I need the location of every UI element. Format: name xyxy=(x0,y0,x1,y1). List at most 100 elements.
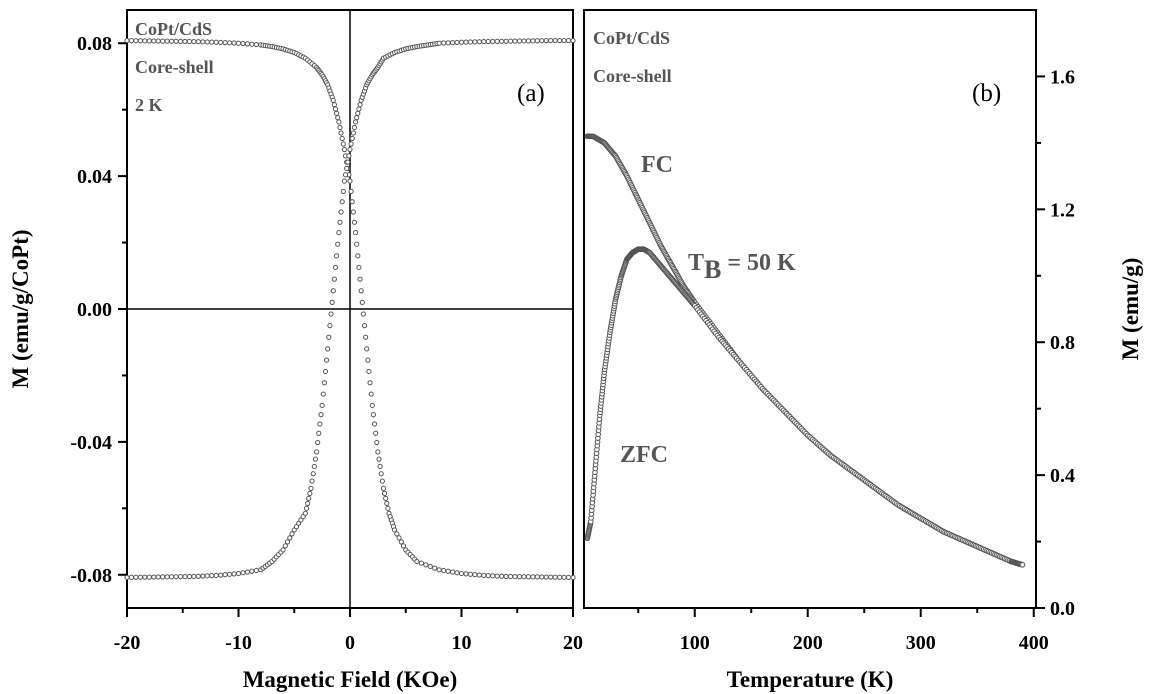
data-point xyxy=(235,570,242,577)
data-point xyxy=(339,135,345,142)
fc-series xyxy=(584,133,1026,568)
panel-a-inset-line-3: 2 K xyxy=(135,95,163,115)
hysteresis-branch-1 xyxy=(124,37,576,581)
data-point xyxy=(454,39,460,46)
data-point xyxy=(160,38,166,44)
data-point xyxy=(516,38,523,44)
zfc-curve-label: ZFC xyxy=(620,442,668,468)
data-point xyxy=(467,39,474,45)
data-point xyxy=(507,573,514,580)
data-point xyxy=(306,495,312,501)
data-point xyxy=(503,38,509,44)
panel-b-inset-line-2: Core-shell xyxy=(593,66,672,86)
panel-b-series xyxy=(584,133,1026,568)
data-point xyxy=(338,130,344,136)
data-point xyxy=(318,412,324,418)
data-point xyxy=(312,456,319,462)
data-point xyxy=(231,40,237,46)
data-point xyxy=(373,430,379,436)
data-point xyxy=(512,38,518,44)
data-point xyxy=(557,37,563,44)
data-point xyxy=(322,368,329,375)
data-point xyxy=(186,573,193,580)
data-point xyxy=(340,188,346,194)
data-point xyxy=(191,573,197,580)
data-point xyxy=(507,38,514,44)
data-point xyxy=(374,439,380,446)
data-point xyxy=(160,574,166,580)
data-point xyxy=(530,38,536,44)
data-point xyxy=(142,38,148,44)
panel-b-tag: (b) xyxy=(972,80,1001,107)
data-point xyxy=(287,535,293,541)
data-point xyxy=(525,38,532,44)
panel-a: -20 -10 0 10 20 -0.08 -0.04 0.00 0.04 0.08 CoPt/… xyxy=(8,9,583,692)
data-point xyxy=(137,38,143,44)
data-point xyxy=(381,490,388,496)
data-point xyxy=(565,37,572,44)
data-point xyxy=(222,572,228,578)
data-point xyxy=(365,357,371,363)
panel-a-x-axis-title: Magnetic Field (KOe) xyxy=(243,667,458,692)
data-point xyxy=(557,574,563,580)
data-point xyxy=(336,229,342,236)
data-point xyxy=(204,573,210,579)
data-point xyxy=(331,102,337,108)
data-point xyxy=(182,38,188,45)
data-point xyxy=(249,568,255,574)
panel-a-reference-lines xyxy=(127,10,573,608)
data-point xyxy=(235,40,242,46)
data-point xyxy=(359,299,365,305)
data-point xyxy=(338,209,344,215)
data-point xyxy=(164,38,170,44)
data-point xyxy=(449,569,456,575)
data-point xyxy=(348,141,354,147)
data-point xyxy=(128,38,135,44)
data-point xyxy=(186,38,193,45)
data-point xyxy=(530,574,536,580)
data-point xyxy=(436,40,442,46)
data-point xyxy=(356,106,362,112)
panel-b-inset-line-1: CoPt/CdS xyxy=(593,28,670,48)
data-point xyxy=(155,38,161,44)
data-point xyxy=(490,573,496,579)
panel-a-series xyxy=(124,37,576,581)
data-point xyxy=(177,574,184,580)
data-point xyxy=(226,40,233,46)
data-point xyxy=(330,288,336,294)
hysteresis-branch-2 xyxy=(124,37,576,581)
x-tick-label: 300 xyxy=(906,632,936,654)
data-point xyxy=(332,264,339,271)
data-point xyxy=(351,219,358,225)
data-point xyxy=(379,478,385,484)
data-point xyxy=(240,570,246,576)
data-point xyxy=(367,380,373,386)
data-point xyxy=(570,574,576,581)
data-point xyxy=(305,500,311,506)
data-point xyxy=(380,485,387,491)
data-point xyxy=(240,40,246,47)
data-point xyxy=(534,574,540,580)
data-point xyxy=(321,380,327,386)
data-point xyxy=(561,574,567,580)
data-point xyxy=(146,38,152,44)
data-point xyxy=(155,574,161,580)
data-point xyxy=(378,471,384,477)
data-point xyxy=(253,567,259,574)
data-point xyxy=(499,573,505,579)
data-point xyxy=(364,346,370,352)
data-point xyxy=(561,37,567,44)
data-point xyxy=(142,574,148,580)
x-tick-label: 10 xyxy=(452,632,472,654)
data-point xyxy=(177,38,184,44)
data-point xyxy=(335,241,341,247)
data-point xyxy=(342,172,349,178)
data-point xyxy=(377,463,383,470)
data-point xyxy=(169,38,175,44)
x-tick-label: -10 xyxy=(225,632,252,654)
data-point xyxy=(357,276,363,282)
data-point xyxy=(349,199,355,205)
data-point xyxy=(341,146,348,153)
data-point xyxy=(463,39,469,45)
data-point xyxy=(337,124,343,131)
